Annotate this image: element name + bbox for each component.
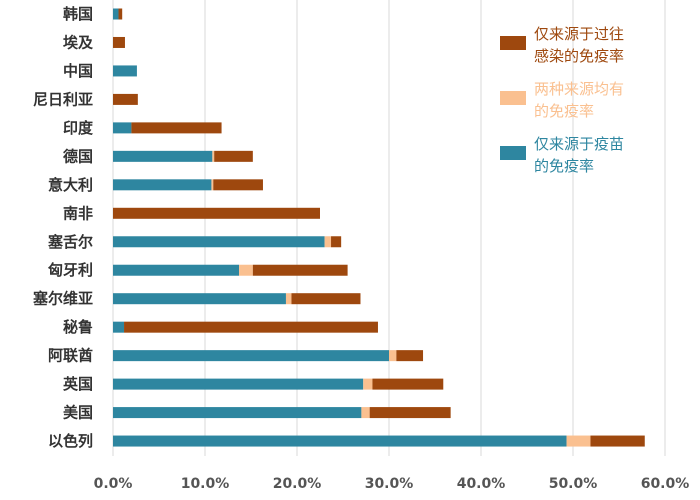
bar-segment xyxy=(113,264,240,276)
bar-segment xyxy=(389,350,397,362)
legend-label: 仅来源于疫苗 xyxy=(534,135,624,153)
x-tick-labels: 0.0% 10.0% 20.0% 30.0% 40.0% 50.0% 60.0% xyxy=(94,476,690,492)
category-label: 匈牙利 xyxy=(48,261,93,279)
category-label: 美国 xyxy=(63,404,93,422)
bars xyxy=(113,8,645,447)
bar-segment xyxy=(361,407,370,419)
legend-label: 的免疫率 xyxy=(534,157,594,175)
bar-segment xyxy=(113,350,389,362)
bar-segment xyxy=(212,150,215,162)
bar-segment xyxy=(113,179,212,191)
legend-label: 的免疫率 xyxy=(534,102,594,120)
x-tick-label: 0.0% xyxy=(94,476,133,492)
bar-segment xyxy=(239,264,253,276)
x-tick-label: 60.0% xyxy=(641,476,690,492)
bar-segment xyxy=(324,236,332,248)
bar-segment xyxy=(285,293,292,305)
legend-swatch xyxy=(500,91,526,105)
bar-segment xyxy=(252,264,348,276)
bar-segment xyxy=(369,407,451,419)
category-label: 塞尔维亚 xyxy=(33,290,93,308)
category-labels: 韩国埃及中国尼日利亚印度德国意大利南非塞舌尔匈牙利塞尔维亚秘鲁阿联酋英国美国以色… xyxy=(33,5,94,450)
bar-segment xyxy=(113,150,213,162)
bar-segment xyxy=(372,378,444,390)
x-tick-label: 40.0% xyxy=(457,476,506,492)
category-label: 以色列 xyxy=(48,432,93,450)
bar-segment xyxy=(113,93,138,105)
category-label: 尼日利亚 xyxy=(33,90,93,108)
category-label: 阿联酋 xyxy=(48,347,93,365)
bar-segment xyxy=(124,321,378,333)
bar-segment xyxy=(113,8,119,20)
category-label: 南非 xyxy=(63,204,93,222)
category-label: 埃及 xyxy=(63,33,94,51)
bar-segment xyxy=(331,236,342,248)
bar-segment xyxy=(113,435,567,447)
x-tick-label: 30.0% xyxy=(365,476,414,492)
legend-label: 两种来源均有 xyxy=(534,80,624,98)
bar-segment xyxy=(118,8,123,20)
bar-segment xyxy=(590,435,645,447)
bar-segment xyxy=(113,207,320,219)
category-label: 印度 xyxy=(63,119,94,137)
bar-segment xyxy=(566,435,591,447)
category-label: 意大利 xyxy=(48,176,93,194)
bar-segment xyxy=(363,378,373,390)
category-label: 德国 xyxy=(63,147,93,165)
legend-swatch xyxy=(500,36,526,50)
category-label: 韩国 xyxy=(63,5,93,23)
x-tick-label: 10.0% xyxy=(181,476,230,492)
category-label: 英国 xyxy=(63,375,93,393)
bar-segment xyxy=(113,65,137,77)
legend-label: 感染的免疫率 xyxy=(534,47,624,65)
bar-segment xyxy=(113,321,125,333)
bar-segment xyxy=(214,150,253,162)
legend-swatch xyxy=(500,146,526,160)
bar-segment xyxy=(113,378,364,390)
bar-segment xyxy=(131,122,222,134)
bar-segment xyxy=(113,236,325,248)
category-label: 中国 xyxy=(63,62,93,80)
bar-segment xyxy=(211,179,214,191)
bar-segment xyxy=(291,293,361,305)
bar-segment xyxy=(113,407,362,419)
x-tick-label: 20.0% xyxy=(273,476,322,492)
legend-label: 仅来源于过往 xyxy=(534,25,624,43)
category-label: 塞舌尔 xyxy=(48,233,93,251)
bar-segment xyxy=(113,122,132,134)
x-tick-label: 50.0% xyxy=(549,476,598,492)
bar-segment xyxy=(213,179,263,191)
bar-segment xyxy=(113,293,286,305)
category-label: 秘鲁 xyxy=(63,318,93,336)
bar-segment xyxy=(396,350,424,362)
bar-segment xyxy=(113,36,125,48)
